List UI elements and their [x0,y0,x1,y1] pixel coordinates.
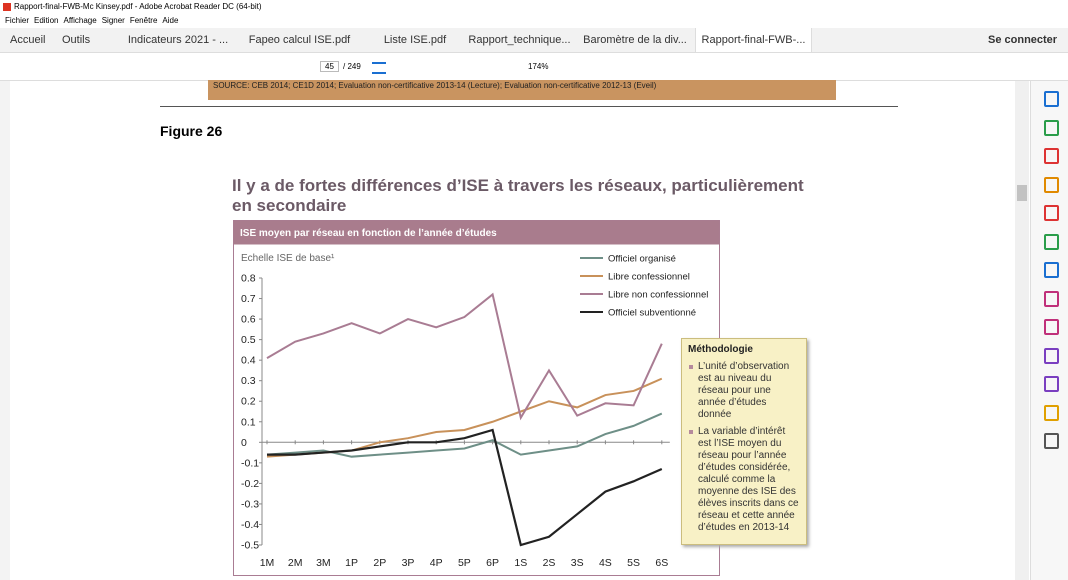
method-bullet: La variable d’intérêt est l’ISE moyen du… [689,426,799,533]
tool-icon[interactable] [1044,262,1059,278]
tool-icon[interactable] [1044,205,1059,221]
tab[interactable]: Fapeo calcul ISE.pdf [248,34,351,46]
menu-item[interactable]: Fenêtre [129,16,158,25]
chart: ISE moyen par réseau en fonction de l’an… [233,220,720,576]
figure-label: Figure 26 [160,123,223,139]
x-tick-label: 1P [345,557,358,569]
legend-label: Officiel subventionné [608,308,696,319]
chart-title: ISE moyen par réseau en fonction de l’an… [240,228,497,239]
legend-label: Libre confessionnel [608,272,690,283]
chart-header [233,220,720,245]
y-tick-label: -0.3 [241,498,259,510]
page-icon[interactable] [372,62,386,74]
window-title: Rapport-final-FWB-Mc Kinsey.pdf - Adobe … [14,2,262,11]
tools-panel [1030,81,1068,580]
scrollbar[interactable] [1015,81,1029,580]
tab[interactable]: Rapport-final-FWB-... [695,28,812,52]
x-tick-label: 2P [373,557,386,569]
x-tick-label: 3M [316,557,331,569]
x-tick-label: 2M [288,557,303,569]
sign-in[interactable]: Se connecter [988,34,1058,46]
tool-icon[interactable] [1044,404,1059,421]
tab[interactable]: Indicateurs 2021 - ... [127,34,229,46]
tab[interactable]: Rapport_technique... [468,34,571,46]
tab[interactable]: Outils [62,34,91,46]
left-strip [0,81,10,580]
tool-icon[interactable] [1044,148,1059,164]
x-tick-label: 5P [458,557,471,569]
figure-heading: Il y a de fortes différences d’ISE à tra… [232,176,804,215]
tool-icon[interactable] [1044,91,1059,107]
methodology-box: Méthodologie L’unité d’observation est a… [681,338,807,545]
y-tick-label: -0.5 [241,540,259,552]
rule [160,106,898,107]
y-tick-label: 0.5 [241,334,256,346]
y-tick-label: 0.4 [241,355,256,367]
chart-frame [233,220,720,576]
y-tick-label: 0.8 [241,273,256,285]
x-tick-label: 4S [599,557,612,569]
tool-icon[interactable] [1044,347,1059,364]
x-tick-label: 3S [571,557,584,569]
x-tick-label: 3P [402,557,415,569]
source-note: SOURCE: CEB 2014; CE1D 2014; Evaluation … [208,80,836,100]
x-tick-label: 5S [627,557,640,569]
menu-item[interactable]: Edition [34,16,59,25]
page-number[interactable]: 45 [320,61,339,72]
legend-label: Libre non confessionnel [608,290,708,301]
tool-icon[interactable] [1044,290,1059,307]
y-tick-label: -0.2 [241,478,259,490]
series-line [267,428,663,547]
x-tick-label: 4P [430,557,443,569]
y-tick-label: 0.2 [241,396,256,408]
method-bullet: L’unité d’observation est au niveau du r… [689,361,800,421]
y-tick-label: 0.3 [241,375,256,387]
tab[interactable]: Liste ISE.pdf [383,34,447,46]
tool-icon[interactable] [1044,376,1059,392]
tab-bar: Se connecter Accueil Outils Indicateurs 20… [0,28,1068,53]
x-tick-label: 2S [543,557,556,569]
tool-icon[interactable] [1044,433,1059,449]
y-tick-label: 0.1 [241,416,256,428]
method-title: Méthodologie [688,344,753,355]
toolbar: 45 / 249 174% [0,53,1068,81]
y-tick-label: -0.1 [241,457,259,469]
title-bar: Rapport-final-FWB-Mc Kinsey.pdf - Adobe … [0,0,1068,14]
x-tick-label: 1M [260,557,275,569]
y-tick-label: -0.4 [241,519,259,531]
x-tick-label: 6P [486,557,499,569]
series-line [266,292,663,421]
menu-item[interactable]: Fichier [5,16,30,25]
menu-item[interactable]: Signer [101,16,125,25]
tool-icon[interactable] [1044,319,1059,335]
x-tick-label: 6S [655,557,668,569]
tool-icon[interactable] [1044,233,1059,250]
y-tick-label: 0.6 [241,314,256,326]
legend-label: Officiel organisé [608,254,676,265]
menu-bar: Fichier Edition Affichage Signer Fenêtre Aide [0,14,1068,28]
method-list: L’unité d’observation est au niveau du r… [688,361,800,534]
page-total: / 249 [343,62,361,71]
tool-icon[interactable] [1044,119,1059,136]
tab[interactable]: Accueil [10,34,46,46]
menu-item[interactable]: Aide [162,16,179,25]
menu-item[interactable]: Affichage [63,16,97,25]
tool-icon[interactable] [1044,176,1059,193]
x-tick-label: 1S [514,557,527,569]
y-tick-label: 0.7 [241,293,256,305]
tab[interactable]: Baromètre de la div... [583,34,687,46]
y-axis-label: Echelle ISE de base¹ [241,253,335,264]
y-tick-label: 0 [241,437,247,449]
zoom-level[interactable]: 174% [528,62,549,71]
